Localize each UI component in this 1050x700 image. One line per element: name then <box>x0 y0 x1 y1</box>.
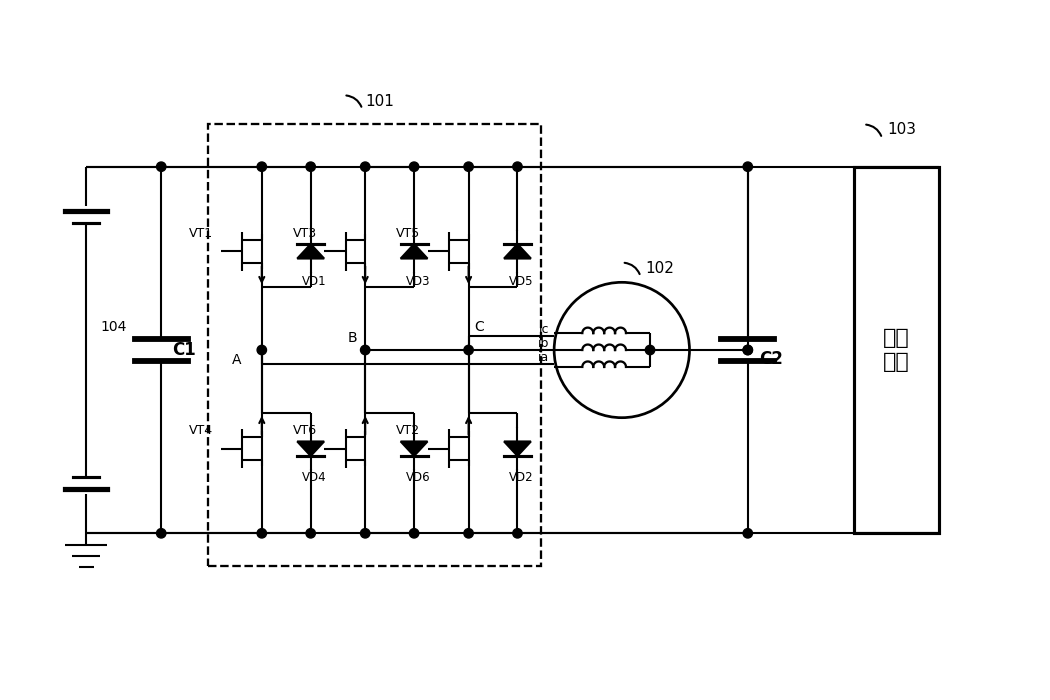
Text: B: B <box>348 332 358 346</box>
Text: ib: ib <box>538 337 549 350</box>
Circle shape <box>306 162 315 172</box>
Circle shape <box>156 528 166 538</box>
Text: C1: C1 <box>172 341 196 359</box>
Text: 供电
模块: 供电 模块 <box>883 328 909 372</box>
Circle shape <box>743 345 753 355</box>
Circle shape <box>512 528 522 538</box>
Circle shape <box>257 528 267 538</box>
Circle shape <box>743 528 753 538</box>
Circle shape <box>464 345 474 355</box>
Text: VT1: VT1 <box>189 227 213 240</box>
Polygon shape <box>401 244 427 258</box>
Text: 102: 102 <box>646 261 674 276</box>
Circle shape <box>257 162 267 172</box>
Polygon shape <box>504 244 531 258</box>
Text: VD5: VD5 <box>509 275 533 288</box>
Circle shape <box>410 162 419 172</box>
Text: C2: C2 <box>759 351 783 368</box>
Text: A: A <box>232 353 242 367</box>
Text: VD2: VD2 <box>509 470 533 484</box>
Circle shape <box>464 528 474 538</box>
Circle shape <box>512 162 522 172</box>
Text: 101: 101 <box>365 94 394 108</box>
Text: VD4: VD4 <box>302 470 327 484</box>
Text: 104: 104 <box>100 320 126 334</box>
Circle shape <box>156 162 166 172</box>
Text: ic: ic <box>539 323 549 336</box>
Text: VT2: VT2 <box>396 424 420 438</box>
Text: 103: 103 <box>887 122 916 136</box>
Circle shape <box>410 528 419 538</box>
Circle shape <box>257 345 267 355</box>
Circle shape <box>464 162 474 172</box>
Circle shape <box>360 162 370 172</box>
Circle shape <box>743 162 753 172</box>
Text: VD6: VD6 <box>405 470 430 484</box>
Circle shape <box>360 528 370 538</box>
Text: C: C <box>475 320 484 334</box>
Text: VD3: VD3 <box>405 275 430 288</box>
Polygon shape <box>401 442 427 456</box>
Text: VT6: VT6 <box>293 424 317 438</box>
Circle shape <box>306 528 315 538</box>
Polygon shape <box>297 244 324 258</box>
Circle shape <box>743 345 753 355</box>
Text: VT3: VT3 <box>293 227 317 240</box>
Text: VT5: VT5 <box>396 227 420 240</box>
Polygon shape <box>297 442 324 456</box>
Polygon shape <box>504 442 531 456</box>
Text: VT4: VT4 <box>189 424 213 438</box>
Text: ia: ia <box>539 351 549 364</box>
Circle shape <box>646 345 655 355</box>
Text: VD1: VD1 <box>302 275 327 288</box>
Circle shape <box>360 345 370 355</box>
